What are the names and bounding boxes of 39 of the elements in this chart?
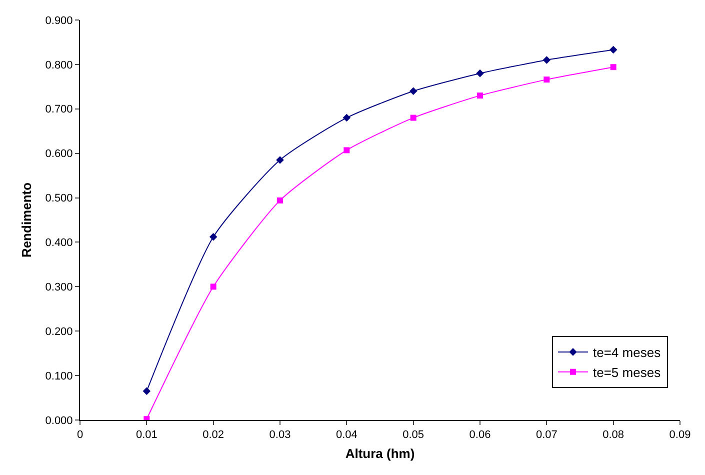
point [476, 69, 484, 78]
x-tick-label: 0.04 [336, 429, 358, 442]
legend-label: te=4 meses [593, 345, 662, 360]
y-tick-label: 0.200 [45, 326, 73, 338]
point [209, 232, 218, 241]
point [276, 156, 284, 164]
x-tick-label: 0.07 [536, 429, 558, 442]
point [142, 387, 151, 396]
point [210, 284, 216, 290]
y-tick-label: 0.500 [45, 192, 73, 205]
y-tick-label: 0.000 [45, 414, 73, 427]
point [410, 114, 416, 121]
point [542, 56, 551, 64]
legend-label: te=5 meses [593, 364, 662, 380]
y-tick-label: 0.700 [45, 104, 73, 116]
x-tick-label: 0 [76, 429, 84, 442]
point [342, 114, 351, 122]
point [609, 46, 618, 54]
point [544, 76, 550, 83]
x-tick-label: 0.02 [202, 429, 224, 442]
x-tick-label: 0.01 [136, 429, 158, 442]
point [409, 87, 418, 96]
x-axis-title: Altura (hm) [345, 446, 415, 461]
y-tick-label: 0.400 [45, 237, 73, 250]
x-tick-label: 0.06 [469, 429, 491, 442]
y-axis-title: Rendimento [19, 182, 34, 258]
point [477, 92, 483, 99]
point [344, 147, 350, 154]
point [610, 64, 616, 70]
x-tick-label: 0.05 [402, 429, 424, 442]
x-tick-label: 0.09 [669, 429, 691, 442]
x-tick-label: 0.03 [269, 429, 291, 442]
y-tick-label: 0.900 [45, 14, 73, 27]
y-tick-label: 0.800 [45, 59, 73, 72]
point [277, 197, 283, 204]
y-tick-label: 0.100 [45, 370, 73, 382]
y-tick-label: 0.600 [45, 148, 73, 160]
y-tick-label: 0.300 [45, 282, 73, 294]
x-tick-label: 0.08 [602, 429, 624, 442]
